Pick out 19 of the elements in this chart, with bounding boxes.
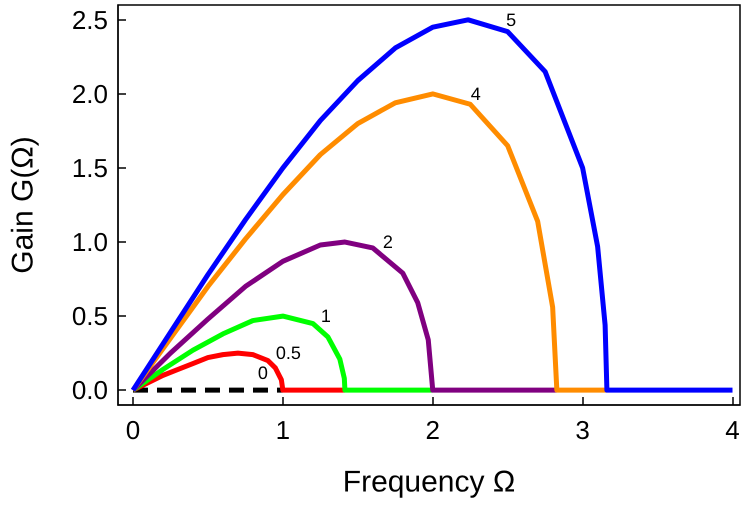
series-label: 5 <box>506 10 516 30</box>
x-tick-label: 3 <box>575 415 590 445</box>
x-tick-label: 4 <box>725 415 740 445</box>
y-axis-title: Gain G(Ω) <box>6 136 40 274</box>
series-label: 1 <box>320 306 331 326</box>
y-tick-label: 1.0 <box>72 227 108 258</box>
series-label: 4 <box>470 84 481 104</box>
y-tick-label: 2.0 <box>72 78 108 109</box>
series-label: 2 <box>382 232 393 252</box>
y-tick-label: 0.5 <box>72 301 108 332</box>
y-tick-label: 2.5 <box>72 4 108 35</box>
series-label: 0.5 <box>276 343 301 364</box>
y-tick-label: 0.0 <box>72 375 108 406</box>
x-tick-label: 2 <box>426 415 440 445</box>
x-axis-title: Frequency Ω <box>342 466 516 498</box>
x-tick-label: 0 <box>126 415 140 445</box>
series-label: 0 <box>258 363 268 384</box>
x-tick-label: 1 <box>276 415 290 445</box>
y-tick-label: 1.5 <box>72 152 108 183</box>
